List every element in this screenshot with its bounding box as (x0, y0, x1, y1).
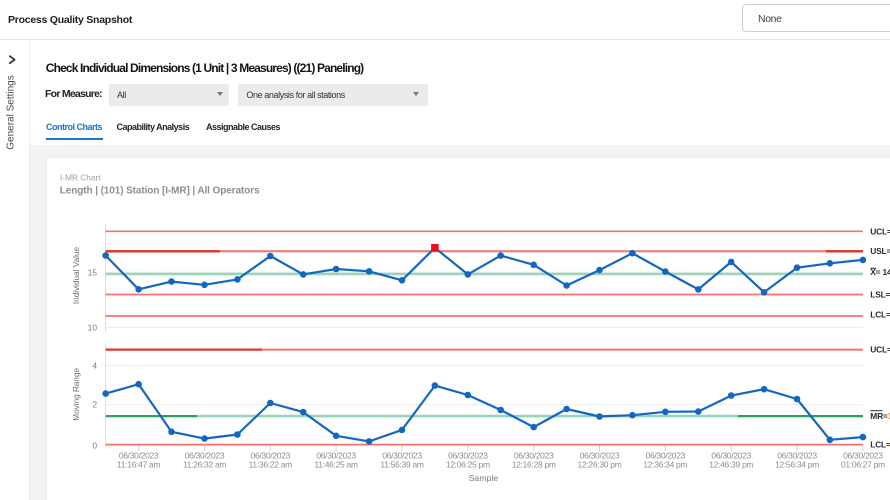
svg-text:06/30/2023: 06/30/2023 (316, 451, 356, 461)
svg-text:LSL=: LSL= (870, 289, 890, 299)
svg-text:11:16:47 am: 11:16:47 am (117, 459, 161, 469)
svg-text:Moving Range: Moving Range (72, 367, 81, 420)
svg-text:UCL=: UCL= (870, 344, 890, 354)
svg-text:0: 0 (92, 440, 97, 450)
svg-text:USL=: USL= (870, 246, 890, 256)
svg-text:06/30/2023: 06/30/2023 (843, 451, 883, 461)
svg-text:1: 1 (888, 411, 890, 421)
svg-text:X= 14: X= 14 (870, 267, 890, 277)
svg-text:12:26:30 pm: 12:26:30 pm (578, 459, 622, 469)
svg-text:06/30/2023: 06/30/2023 (777, 451, 817, 461)
svg-text:11:36:22 am: 11:36:22 am (249, 459, 293, 469)
svg-text:MR=: MR= (870, 411, 888, 421)
svg-text:06/30/2023: 06/30/2023 (119, 451, 159, 461)
svg-text:06/30/2023: 06/30/2023 (382, 451, 422, 461)
svg-text:12:46:39 pm: 12:46:39 pm (709, 459, 753, 469)
svg-text:12:06:25 pm: 12:06:25 pm (446, 459, 490, 469)
svg-text:06/30/2023: 06/30/2023 (514, 451, 554, 461)
svg-text:15: 15 (88, 267, 98, 277)
svg-text:12:16:28 pm: 12:16:28 pm (512, 459, 556, 469)
svg-text:2: 2 (92, 400, 97, 410)
svg-text:LCL=: LCL= (870, 440, 890, 450)
svg-text:Length | (101) Station [I-MR]: Length | (101) Station [I-MR] | All Oper… (60, 186, 260, 197)
svg-text:11:56:39 am: 11:56:39 am (380, 459, 424, 469)
svg-text:06/30/2023: 06/30/2023 (711, 451, 751, 461)
svg-text:06/30/2023: 06/30/2023 (448, 451, 488, 461)
svg-text:06/30/2023: 06/30/2023 (251, 451, 291, 461)
svg-text:12:36:34 pm: 12:36:34 pm (643, 459, 687, 469)
svg-text:I-MR Chart: I-MR Chart (60, 173, 101, 183)
svg-text:Individual Value: Individual Value (72, 246, 81, 304)
svg-text:11:46:25 am: 11:46:25 am (314, 459, 358, 469)
svg-text:11:26:32 am: 11:26:32 am (183, 459, 227, 469)
svg-text:01:06:27 pm: 01:06:27 pm (841, 459, 885, 469)
svg-text:10: 10 (88, 323, 98, 333)
svg-text:4: 4 (92, 360, 97, 370)
svg-text:06/30/2023: 06/30/2023 (580, 451, 620, 461)
svg-text:LCL=: LCL= (870, 309, 890, 319)
svg-text:06/30/2023: 06/30/2023 (185, 451, 225, 461)
svg-text:06/30/2023: 06/30/2023 (646, 451, 686, 461)
svg-text:Sample: Sample (469, 473, 499, 483)
svg-text:UCL=: UCL= (870, 227, 890, 237)
svg-text:12:56:34 pm: 12:56:34 pm (775, 459, 819, 469)
